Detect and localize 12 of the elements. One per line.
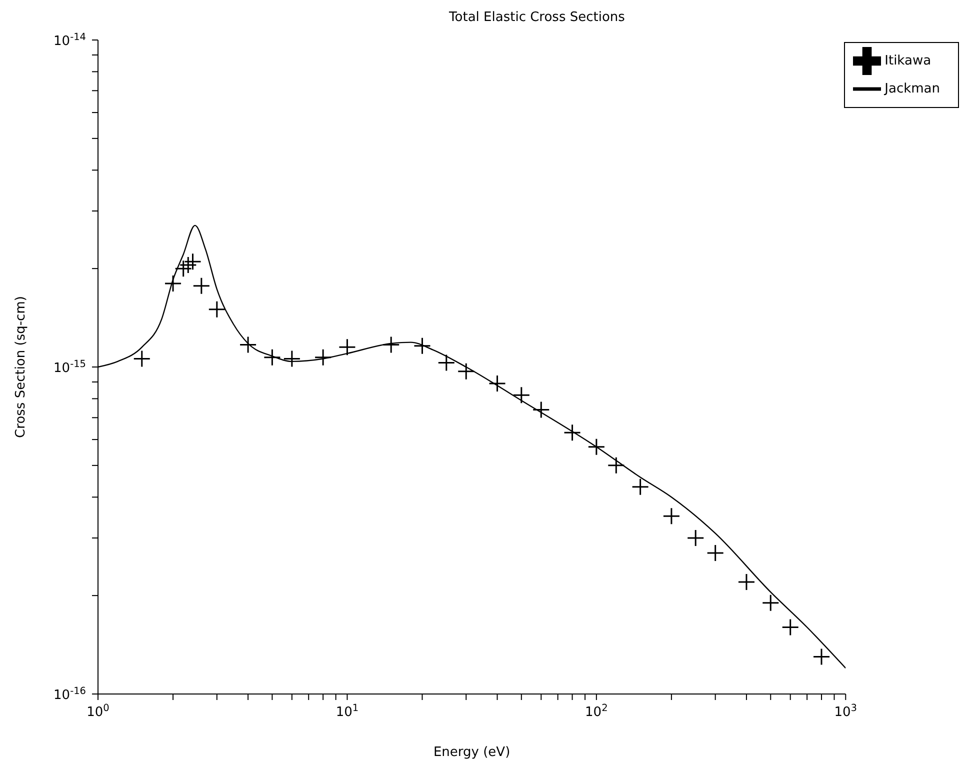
x-tick-label: 10$^{0}$ (86, 702, 110, 720)
x-tick-label: 10$^{2}$ (585, 702, 608, 720)
y-tick-label: 10$^{-15}$ (54, 358, 86, 376)
x-tick-label: 10$^{3}$ (834, 702, 858, 720)
y-axis-title: Cross Section (sq-cm) (14, 296, 29, 438)
x-tick-label: 10$^{1}$ (336, 702, 359, 720)
x-axis-title: Energy (eV) (433, 745, 510, 760)
y-tick-label: 10$^{-14}$ (54, 32, 86, 49)
legend-label: Jackman (884, 82, 940, 97)
chart-title: Total Elastic Cross Sections (448, 10, 626, 25)
y-tick-label: 10$^{-16}$ (54, 686, 86, 703)
legend-label: Itikawa (884, 54, 932, 69)
